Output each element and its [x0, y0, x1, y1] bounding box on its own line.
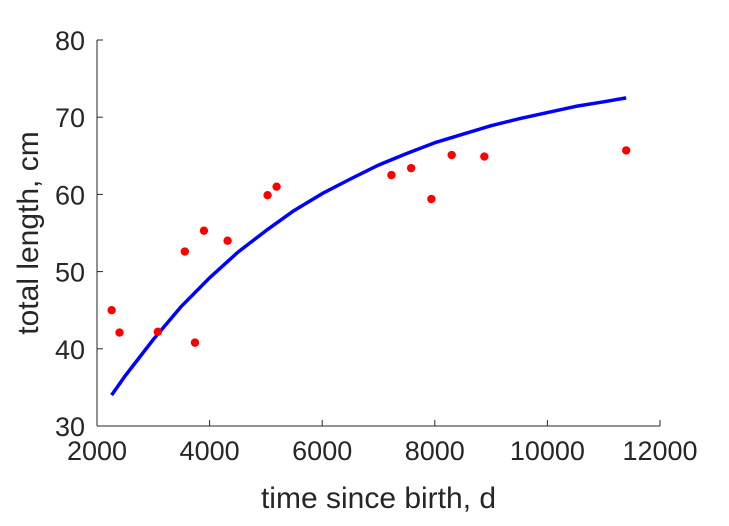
y-ticks: 30 40 50 60 70 80 [55, 26, 103, 442]
y-tick-label: 50 [55, 258, 85, 288]
fit-curve [110, 96, 627, 397]
x-tick-label: 4000 [180, 436, 240, 466]
data-point [223, 236, 232, 245]
data-point [190, 338, 200, 347]
axes [96, 40, 660, 427]
x-ticks: 2000 4000 6000 8000 10000 12000 [67, 420, 698, 466]
x-tick-label: 6000 [292, 436, 352, 466]
y-tick-label: 60 [55, 180, 85, 210]
data-point [199, 226, 209, 235]
data-point [447, 150, 456, 160]
y-tick-label: 30 [55, 412, 85, 442]
data-point [115, 328, 124, 337]
y-axis-label: total length, cm [12, 131, 45, 334]
x-tick-label: 2000 [67, 436, 127, 466]
data-point [272, 182, 281, 191]
data-point [387, 170, 396, 180]
data-point [427, 194, 436, 204]
data-point [263, 190, 272, 200]
data-point [180, 247, 190, 256]
series-layer [107, 96, 631, 397]
data-point [622, 146, 631, 155]
data-point [406, 163, 416, 173]
x-axis-label: time since birth, d [261, 482, 496, 515]
y-tick-label: 70 [55, 103, 85, 133]
x-tick-label: 12000 [622, 436, 697, 466]
data-point [153, 327, 163, 337]
data-point [107, 306, 116, 315]
y-tick-label: 80 [55, 26, 85, 56]
x-tick-label: 10000 [510, 436, 585, 466]
y-tick-label: 40 [55, 335, 85, 365]
data-point [480, 152, 489, 161]
x-tick-label: 8000 [405, 436, 465, 466]
